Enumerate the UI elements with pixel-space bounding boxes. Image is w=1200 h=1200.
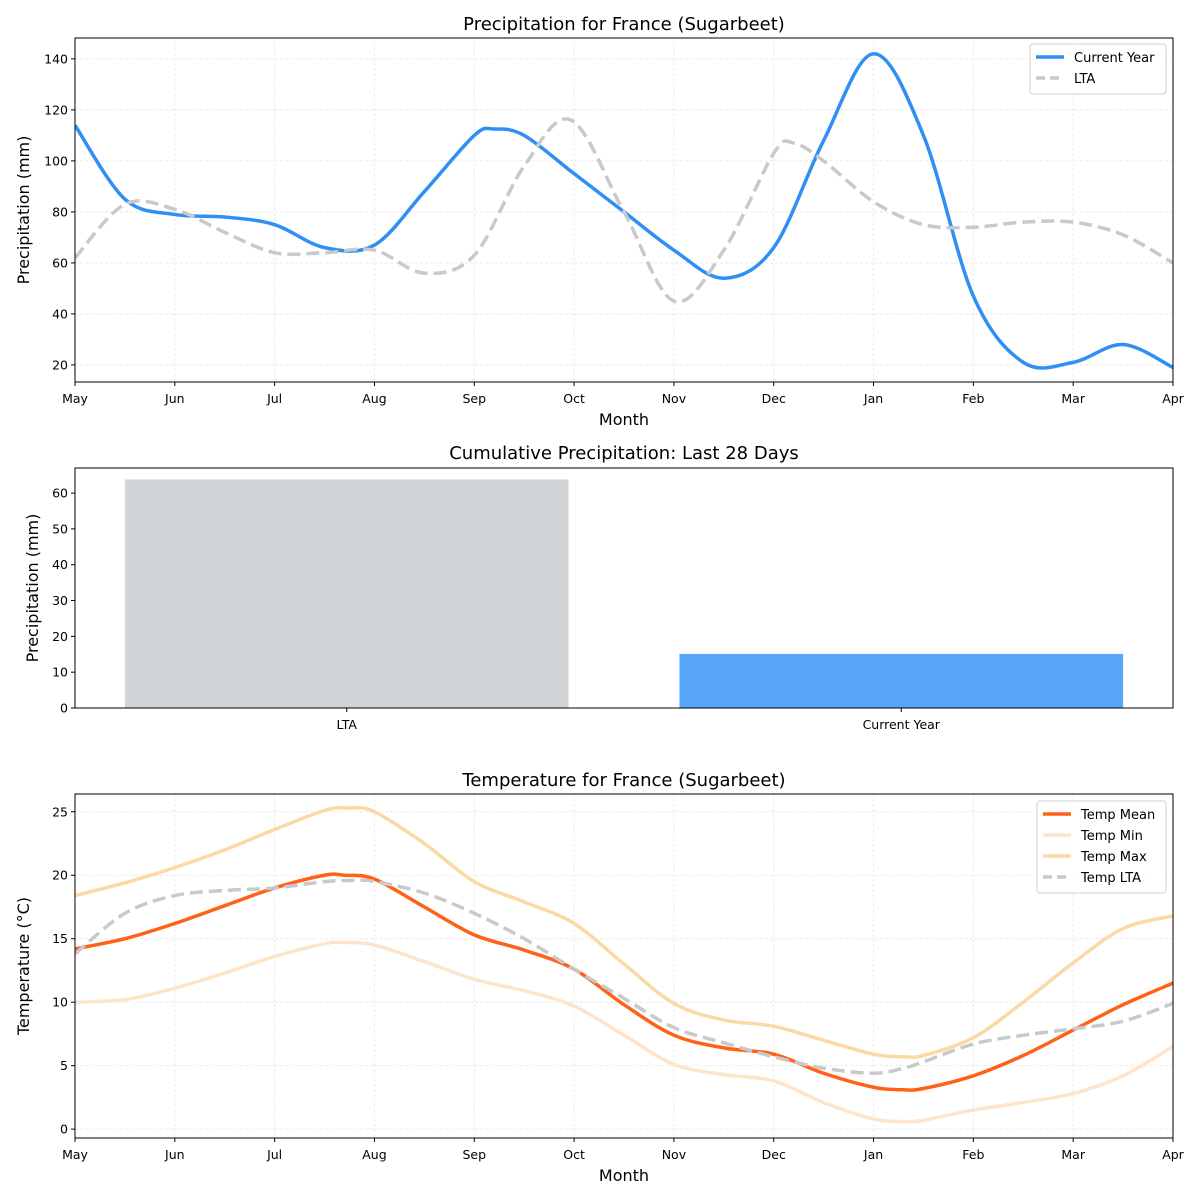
x-tick-label: Jul (266, 1147, 282, 1162)
y-tick-label: 15 (52, 931, 68, 946)
legend-label: Temp Max (1080, 850, 1147, 865)
series-line-temp-lta (75, 878, 1173, 1076)
legend-label: LTA (1074, 72, 1095, 87)
x-axis-label: Month (599, 410, 649, 429)
bar-current-year (679, 653, 1124, 708)
y-tick-label: 5 (60, 1058, 68, 1073)
series-line-temp-max (75, 805, 1173, 1060)
x-tick-label: Aug (362, 1147, 386, 1162)
y-tick-label: 0 (60, 701, 68, 716)
chart-1: Precipitation for France (Sugarbeet) Prec… (14, 14, 1185, 429)
y-tick-label: 140 (44, 51, 68, 66)
x-tick-label: Oct (563, 1147, 585, 1162)
y-tick-label: 25 (52, 804, 68, 819)
y-tick-label: 20 (52, 357, 68, 372)
x-tick-label: Apr (1162, 1147, 1184, 1162)
x-tick-label: May (62, 391, 88, 406)
series-line-temp-min (75, 940, 1173, 1124)
x-tick-label: Sep (462, 1147, 486, 1162)
x-tick-label: Mar (1061, 1147, 1085, 1162)
y-tick-label: 40 (52, 557, 68, 572)
y-tick-label: 120 (44, 102, 68, 117)
y-axis-label: Temperature (°C) (14, 897, 33, 1036)
y-axis-label: Precipitation (mm) (14, 136, 33, 285)
y-tick-label: 80 (52, 204, 68, 219)
x-tick-label: Jun (164, 1147, 185, 1162)
x-tick-label: Jan (863, 1147, 883, 1162)
chart-title: Cumulative Precipitation: Last 28 Days (449, 443, 799, 464)
y-axis-label: Precipitation (mm) (23, 514, 42, 663)
y-tick-label: 60 (52, 486, 68, 501)
legend-label: Current Year (1074, 51, 1155, 66)
legend: Current Year LTA (1029, 43, 1167, 95)
x-tick-label: May (62, 1147, 88, 1162)
x-tick-label: Feb (962, 1147, 984, 1162)
chart-title: Temperature for France (Sugarbeet) (461, 770, 785, 791)
y-tick-label: 10 (52, 665, 68, 680)
x-tick-label: Jun (164, 391, 185, 406)
series-line-lta (75, 117, 1173, 304)
legend-label: Temp Min (1080, 829, 1143, 844)
y-tick-label: 0 (60, 1122, 68, 1137)
x-tick-label: Jan (863, 391, 883, 406)
x-tick-label: Nov (662, 1147, 687, 1162)
y-tick-label: 60 (52, 255, 68, 270)
chart-3: Temperature for France (Sugarbeet) Temper… (14, 770, 1185, 1185)
axes-frame (74, 793, 1174, 1139)
y-tick-label: 40 (52, 306, 68, 321)
chart-2: Cumulative Precipitation: Last 28 Days Pr… (23, 443, 1174, 732)
x-tick-label: Sep (462, 391, 486, 406)
legend: Temp Mean Temp Min Temp Max Temp LTA (1036, 800, 1167, 894)
y-tick-label: 20 (52, 868, 68, 883)
bar-lta (124, 479, 569, 708)
x-tick-label: Oct (563, 391, 585, 406)
x-tick-label: LTA (336, 717, 357, 732)
legend-box (1036, 800, 1167, 894)
series-line-temp-mean (75, 872, 1173, 1092)
legend-label: Temp LTA (1080, 871, 1141, 886)
axes-frame (74, 37, 1174, 383)
x-tick-label: Apr (1162, 391, 1184, 406)
x-tick-label: Aug (362, 391, 386, 406)
legend-label: Temp Mean (1080, 808, 1155, 823)
y-tick-label: 30 (52, 593, 68, 608)
x-tick-label: Dec (762, 391, 786, 406)
x-tick-label: Jul (266, 391, 282, 406)
x-tick-label: Current Year (863, 717, 941, 732)
chart-title: Precipitation for France (Sugarbeet) (463, 14, 785, 35)
x-tick-label: Dec (762, 1147, 786, 1162)
x-tick-label: Mar (1061, 391, 1085, 406)
y-tick-label: 100 (44, 153, 68, 168)
y-tick-label: 20 (52, 629, 68, 644)
x-tick-label: Feb (962, 391, 984, 406)
x-tick-label: Nov (662, 391, 687, 406)
y-tick-label: 10 (52, 995, 68, 1010)
y-tick-label: 50 (52, 521, 68, 536)
axes-frame (74, 467, 1174, 709)
x-axis-label: Month (599, 1166, 649, 1185)
